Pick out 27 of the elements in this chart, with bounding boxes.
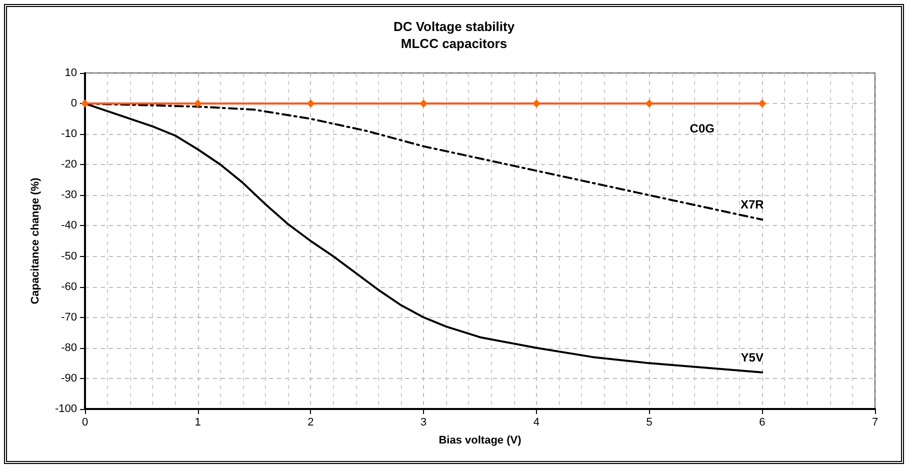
chart-title: DC Voltage stability — [393, 19, 516, 34]
x-tick-label: 7 — [872, 416, 878, 428]
y-tick-label: -90 — [61, 372, 77, 384]
series-label: Y5V — [740, 350, 764, 364]
x-axis-title: Bias voltage (V) — [438, 434, 522, 446]
y-tick-label: -10 — [61, 128, 77, 140]
series-label: C0G — [690, 122, 714, 136]
chart-subtitle: MLCC capacitors — [400, 36, 508, 51]
x-tick-label: 3 — [420, 416, 427, 428]
y-tick-label: -30 — [61, 189, 77, 202]
y-tick-label: -100 — [54, 403, 77, 415]
y-tick-label: -40 — [61, 220, 77, 232]
y-tick-label: -60 — [61, 280, 77, 293]
y-axis-title: Capacitance change (%) — [30, 177, 42, 304]
y-tick-label: -70 — [61, 311, 77, 324]
y-tick-label: -50 — [61, 250, 77, 262]
x-tick-label: 5 — [646, 416, 652, 428]
y-tick-label: -80 — [61, 342, 77, 354]
x-tick-label: 2 — [308, 416, 314, 428]
x-tick-label: 6 — [759, 416, 766, 428]
y-tick-label: -20 — [61, 158, 77, 171]
x-tick-label: 4 — [533, 416, 540, 428]
x-tick-label: 1 — [194, 416, 201, 428]
x-tick-label: 0 — [82, 416, 88, 428]
series-label: X7R — [740, 198, 764, 212]
y-tick-label: 10 — [64, 67, 77, 79]
y-tick-label: 0 — [70, 98, 77, 110]
